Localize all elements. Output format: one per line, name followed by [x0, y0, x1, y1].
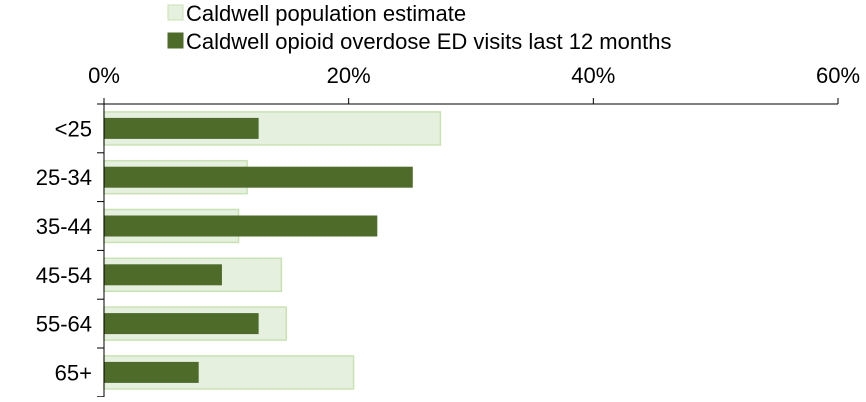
bars [103, 104, 442, 397]
category-label-1: <25 [55, 116, 92, 141]
bar-ed-visits-6 [103, 361, 199, 383]
category-label-4: 45-54 [36, 263, 92, 288]
category-label-6: 65+ [55, 360, 92, 385]
category-label-2: 25-34 [36, 165, 92, 190]
legend-label-2: Caldwell opioid overdose ED visits last … [186, 29, 671, 54]
x-tick-label-3: 40% [571, 63, 615, 88]
bar-ed-visits-4 [103, 264, 222, 286]
x-tick-label-4: 60% [816, 63, 860, 88]
bar-ed-visits-1 [103, 117, 259, 139]
bar-ed-visits-2 [103, 166, 413, 188]
x-axis: 0% 20% 40% 60% [88, 63, 860, 105]
bar-ed-visits-3 [103, 215, 378, 237]
category-label-5: 55-64 [36, 312, 92, 337]
x-tick-label-2: 20% [327, 63, 371, 88]
legend: Caldwell population estimate Caldwell opi… [167, 1, 671, 54]
legend-swatch-2 [167, 32, 184, 49]
x-tick-label-1: 0% [88, 63, 120, 88]
category-label-3: 35-44 [36, 214, 92, 239]
y-axis: <25 25-34 35-44 45-54 55-64 65+ [36, 103, 105, 398]
bar-ed-visits-5 [103, 313, 259, 335]
legend-label-1: Caldwell population estimate [186, 1, 466, 26]
legend-swatch-1 [167, 4, 184, 21]
